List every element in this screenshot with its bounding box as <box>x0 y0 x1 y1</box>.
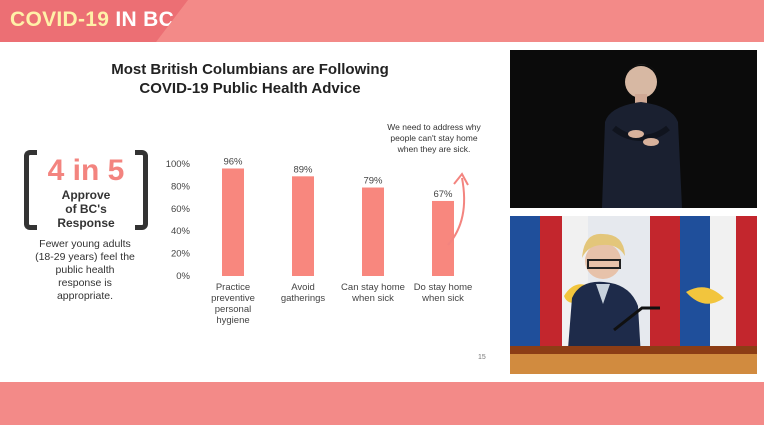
stat-label: Approve of BC's Response <box>24 188 148 230</box>
note-line-2: (18-29 years) feel the <box>35 251 135 263</box>
interpreter-video <box>510 50 757 208</box>
brand-suffix-text: IN BC <box>115 8 175 31</box>
presentation-slide: Most British Columbians are Following CO… <box>0 42 500 382</box>
y-tick-label: 100% <box>166 159 191 170</box>
young-adults-note: Fewer young adults (18-29 years) feel th… <box>22 238 148 303</box>
slide-title-line-1: Most British Columbians are Following <box>111 61 389 78</box>
annotation-line-3: when they are sick. <box>397 144 471 154</box>
bar-data-label: 79% <box>363 176 383 187</box>
slide-title: Most British Columbians are Following CO… <box>60 60 440 98</box>
bar <box>292 176 314 276</box>
x-category-label: personal <box>215 304 251 315</box>
stat-value: 4 in 5 <box>47 154 125 187</box>
stat-label-line-3: Response <box>57 216 115 230</box>
bar <box>432 200 454 276</box>
x-category-label: gatherings <box>281 293 326 304</box>
speaker-video-icon <box>510 216 757 374</box>
bar <box>222 168 244 276</box>
note-line-3: public health <box>55 264 115 276</box>
slide-title-line-2: COVID-19 Public Health Advice <box>139 80 361 97</box>
bar-data-label: 89% <box>293 164 313 175</box>
annotation-line-1: We need to address why <box>387 122 481 132</box>
chart-canvas: 100% 80% 60% 40% 20% 0% 96% Practicepreventivep… <box>166 156 473 326</box>
y-tick-label: 60% <box>171 204 191 215</box>
sign-language-interpreter-icon <box>510 50 757 208</box>
note-line-4: response is <box>58 277 112 289</box>
x-category-label: preventive <box>211 293 255 304</box>
note-line-5: appropriate. <box>56 290 114 302</box>
brand-logo: COVID-19 IN BC <box>0 0 188 42</box>
bar <box>362 187 384 276</box>
y-tick-label: 40% <box>171 226 191 237</box>
bar-data-label: 96% <box>223 156 243 167</box>
stat-label-line-2: of BC's <box>65 202 107 216</box>
annotation-line-2: people can't stay home <box>390 133 478 143</box>
y-tick-label: 80% <box>171 181 191 192</box>
x-category-label: hygiene <box>216 315 249 326</box>
chart-annotation: We need to address why people can't stay… <box>380 122 488 155</box>
note-line-1: Fewer young adults <box>39 238 131 250</box>
x-category-label: Do stay home <box>414 282 473 293</box>
advice-bar-chart: 100% 80% 60% 40% 20% 0% 96% Practice preventive p… <box>160 152 490 342</box>
y-tick-label: 0% <box>176 271 190 282</box>
stat-label-line-1: Approve <box>61 188 111 202</box>
left-bracket <box>24 150 37 230</box>
x-category-label: Can stay home <box>341 282 405 293</box>
x-category-label: when sick <box>351 293 394 304</box>
annotation-arrow-icon <box>447 172 469 246</box>
slide-number: 15 <box>478 354 486 361</box>
x-category-label: Practice <box>216 282 250 293</box>
brand-main-text: COVID-19 <box>10 8 110 31</box>
top-banner: COVID-19 IN BC <box>0 0 764 42</box>
x-category-label: Avoid <box>291 282 315 293</box>
brand-title: COVID-19 IN BC <box>10 8 174 32</box>
bottom-banner <box>0 382 764 425</box>
right-bracket <box>135 150 148 230</box>
speaker-video <box>510 216 757 374</box>
y-tick-label: 20% <box>171 249 191 260</box>
approval-stat: 4 in 5 Approve of BC's Response <box>24 150 148 230</box>
bar-data-label: 67% <box>433 189 453 200</box>
x-category-label: when sick <box>421 293 464 304</box>
